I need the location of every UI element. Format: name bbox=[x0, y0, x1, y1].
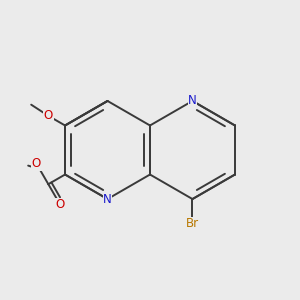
Text: O: O bbox=[32, 157, 41, 170]
Text: O: O bbox=[56, 198, 65, 211]
Text: O: O bbox=[44, 109, 53, 122]
Text: N: N bbox=[188, 94, 197, 107]
Text: N: N bbox=[103, 193, 112, 206]
Text: Br: Br bbox=[186, 217, 199, 230]
